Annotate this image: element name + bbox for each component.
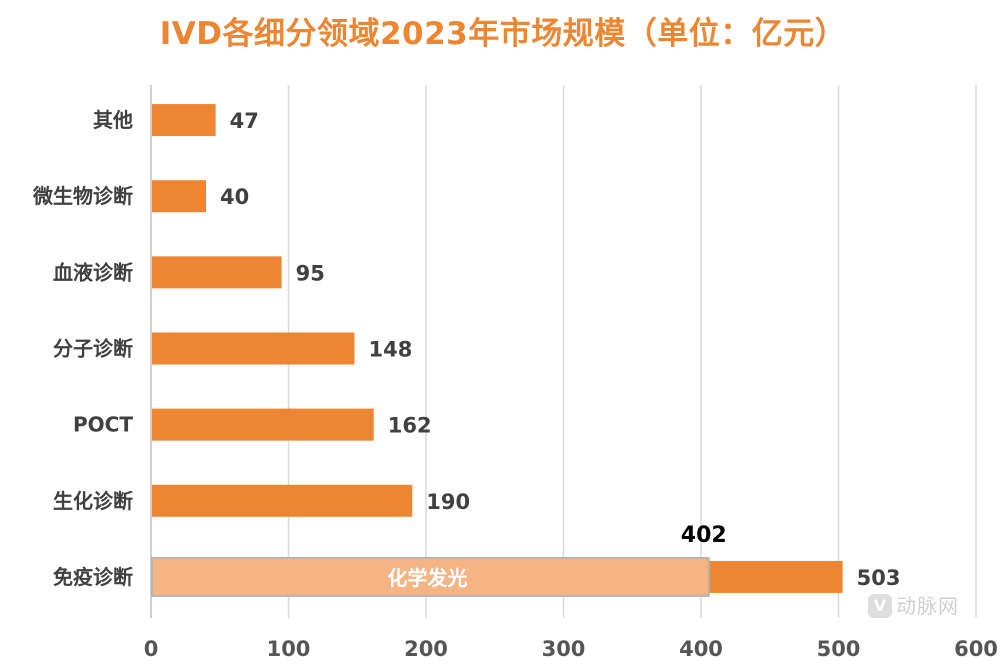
bar <box>152 484 413 517</box>
bar <box>152 332 355 365</box>
logo-icon: V <box>868 594 892 618</box>
x-tick-label: 100 <box>267 637 311 661</box>
data-label: 40 <box>220 185 249 209</box>
category-label: 其他 <box>93 108 133 132</box>
data-label: 47 <box>230 109 259 133</box>
x-tick-label: 0 <box>144 637 159 661</box>
category-label: POCT <box>73 413 133 437</box>
data-label: 503 <box>857 566 901 590</box>
data-label: 162 <box>388 414 432 438</box>
data-label: 190 <box>426 490 470 514</box>
bar <box>152 256 282 289</box>
category-label: 微生物诊断 <box>32 184 133 208</box>
watermark-text: 动脉网 <box>896 594 959 618</box>
category-label: 血液诊断 <box>53 260 133 284</box>
x-tick-label: 200 <box>404 637 448 661</box>
category-label: 分子诊断 <box>53 337 133 361</box>
overlay-label: 化学发光 <box>387 566 467 590</box>
data-label: 95 <box>296 261 325 285</box>
data-label: 148 <box>369 338 413 362</box>
chart-title: IVD各细分领域2023年市场规模（单位：亿元） <box>159 16 847 52</box>
overlay-value-label: 402 <box>681 523 727 548</box>
x-tick-label: 600 <box>954 637 998 661</box>
overlay-bar <box>151 556 710 597</box>
bar <box>152 104 216 137</box>
x-tick-label: 500 <box>817 637 861 661</box>
category-label: 生化诊断 <box>53 489 133 513</box>
x-tick-label: 300 <box>542 637 586 661</box>
watermark-logo: V 动脉网 <box>868 594 959 618</box>
x-tick-label: 400 <box>679 637 723 661</box>
category-label: 免疫诊断 <box>53 565 133 589</box>
bar <box>152 408 374 441</box>
bar <box>152 180 206 213</box>
